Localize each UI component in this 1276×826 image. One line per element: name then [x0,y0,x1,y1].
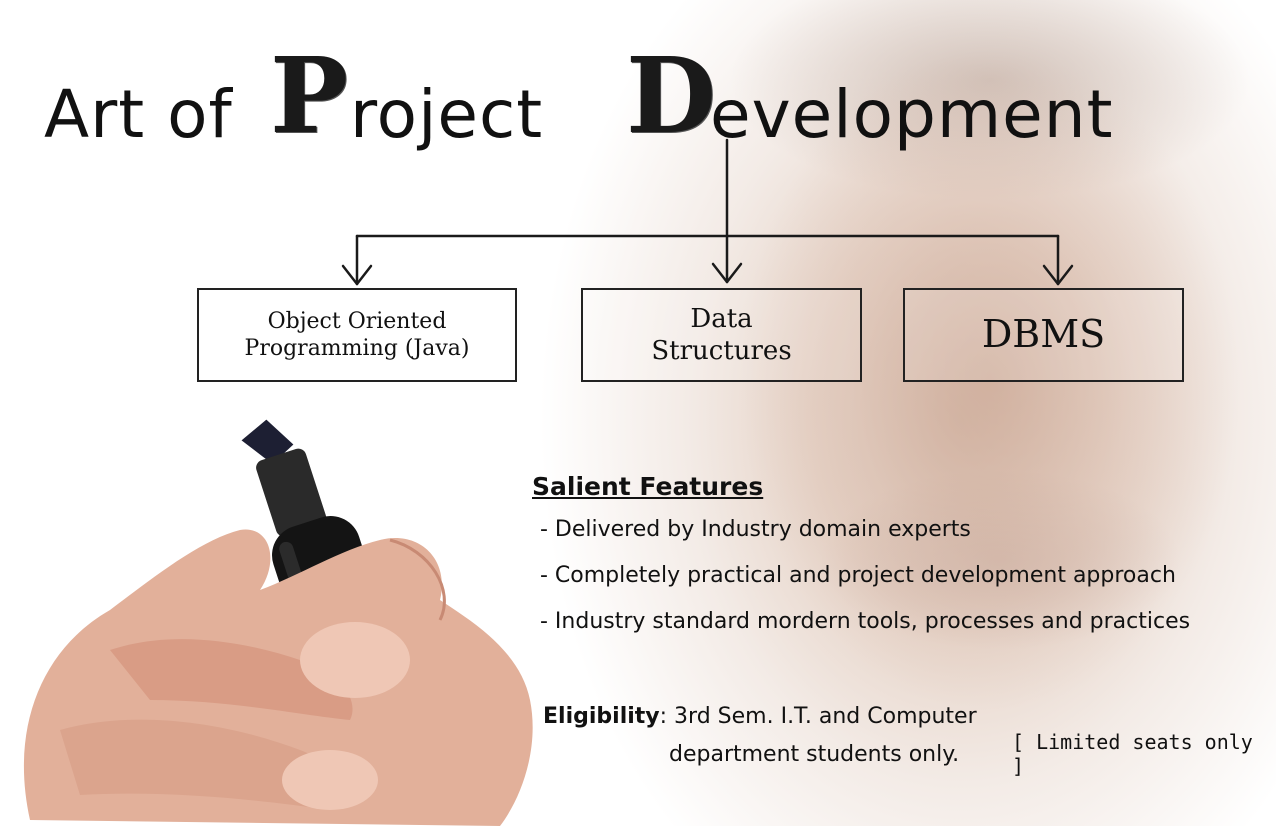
subject-box-dbms: DBMS [903,288,1184,382]
title-project-initial: P [270,34,349,157]
feature-item: - Completely practical and project devel… [540,563,1176,588]
salient-features-section: Salient Features - Delivered by Industry… [532,472,1232,651]
features-list: - Delivered by Industry domain experts -… [540,513,1232,651]
subject-box-data-structures: Data Structures [581,288,862,382]
eligibility-label: Eligibility [543,704,660,729]
eligibility-section: Eligibility: 3rd Sem. I.T. and Computer … [543,704,977,767]
features-heading: Salient Features [532,472,764,501]
title-development-initial: D [626,34,717,157]
blurred-person-background [700,0,1260,826]
title-project-rest: roject [350,76,544,153]
subject-box-oop: Object Oriented Programming (Java) [197,288,517,382]
eligibility-line1: : 3rd Sem. I.T. and Computer [659,704,977,729]
subject-dbms-label: DBMS [981,312,1106,357]
poster-title: Art of P roject D evelopment [44,34,1234,160]
feature-item: - Industry standard mordern tools, proce… [540,609,1191,634]
eligibility-line2: department students only. [669,742,960,767]
subject-ds-line1: Data [690,303,753,334]
limited-seats-note: [ Limited seats only ] [1012,730,1253,778]
subject-oop-line2: Programming (Java) [244,336,470,361]
subject-oop-line1: Object Oriented [267,308,447,334]
title-prefix: Art of [44,76,233,153]
subject-ds-line2: Structures [651,336,792,366]
title-development-rest: evelopment [710,76,1114,153]
feature-item: - Delivered by Industry domain experts [540,517,971,542]
hand-with-marker-illustration [23,419,533,826]
